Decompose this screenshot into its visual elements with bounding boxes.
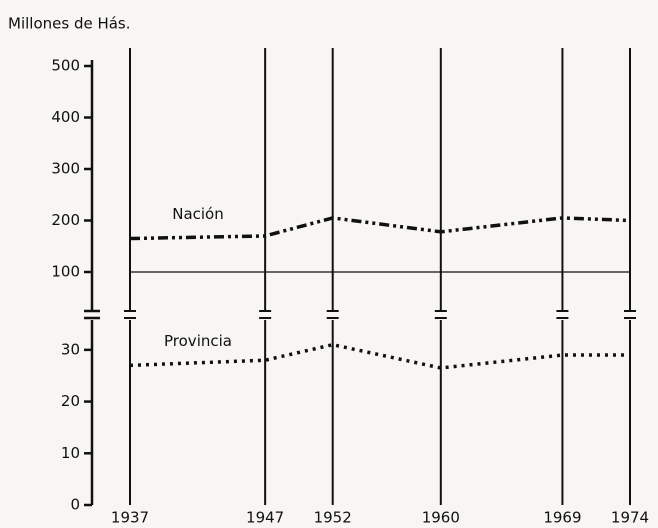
y-tick-label: 20 xyxy=(61,392,80,410)
y-tick-label: 0 xyxy=(70,496,80,514)
x-tick-label: 1947 xyxy=(246,509,284,527)
x-tick-label: 1974 xyxy=(611,509,649,527)
x-tick-label: 1960 xyxy=(422,509,460,527)
series-label: Provincia xyxy=(164,332,232,350)
chart-title: Millones de Hás. xyxy=(8,15,131,33)
y2-tick-label: 300 xyxy=(51,160,80,178)
series-line xyxy=(129,342,630,370)
y2-tick-label: 100 xyxy=(51,263,80,281)
y-tick-label: 30 xyxy=(61,340,80,358)
x-tick-label: 1937 xyxy=(111,509,149,527)
y2-tick-label: 200 xyxy=(51,211,80,229)
series-label: Nación xyxy=(172,205,224,223)
series-line xyxy=(129,216,631,241)
y2-tick-label: 400 xyxy=(51,108,80,126)
x-tick-label: 1969 xyxy=(543,509,581,527)
y-tick-label: 10 xyxy=(61,444,80,462)
y2-tick-label: 500 xyxy=(51,57,80,75)
x-tick-label: 1952 xyxy=(314,509,352,527)
